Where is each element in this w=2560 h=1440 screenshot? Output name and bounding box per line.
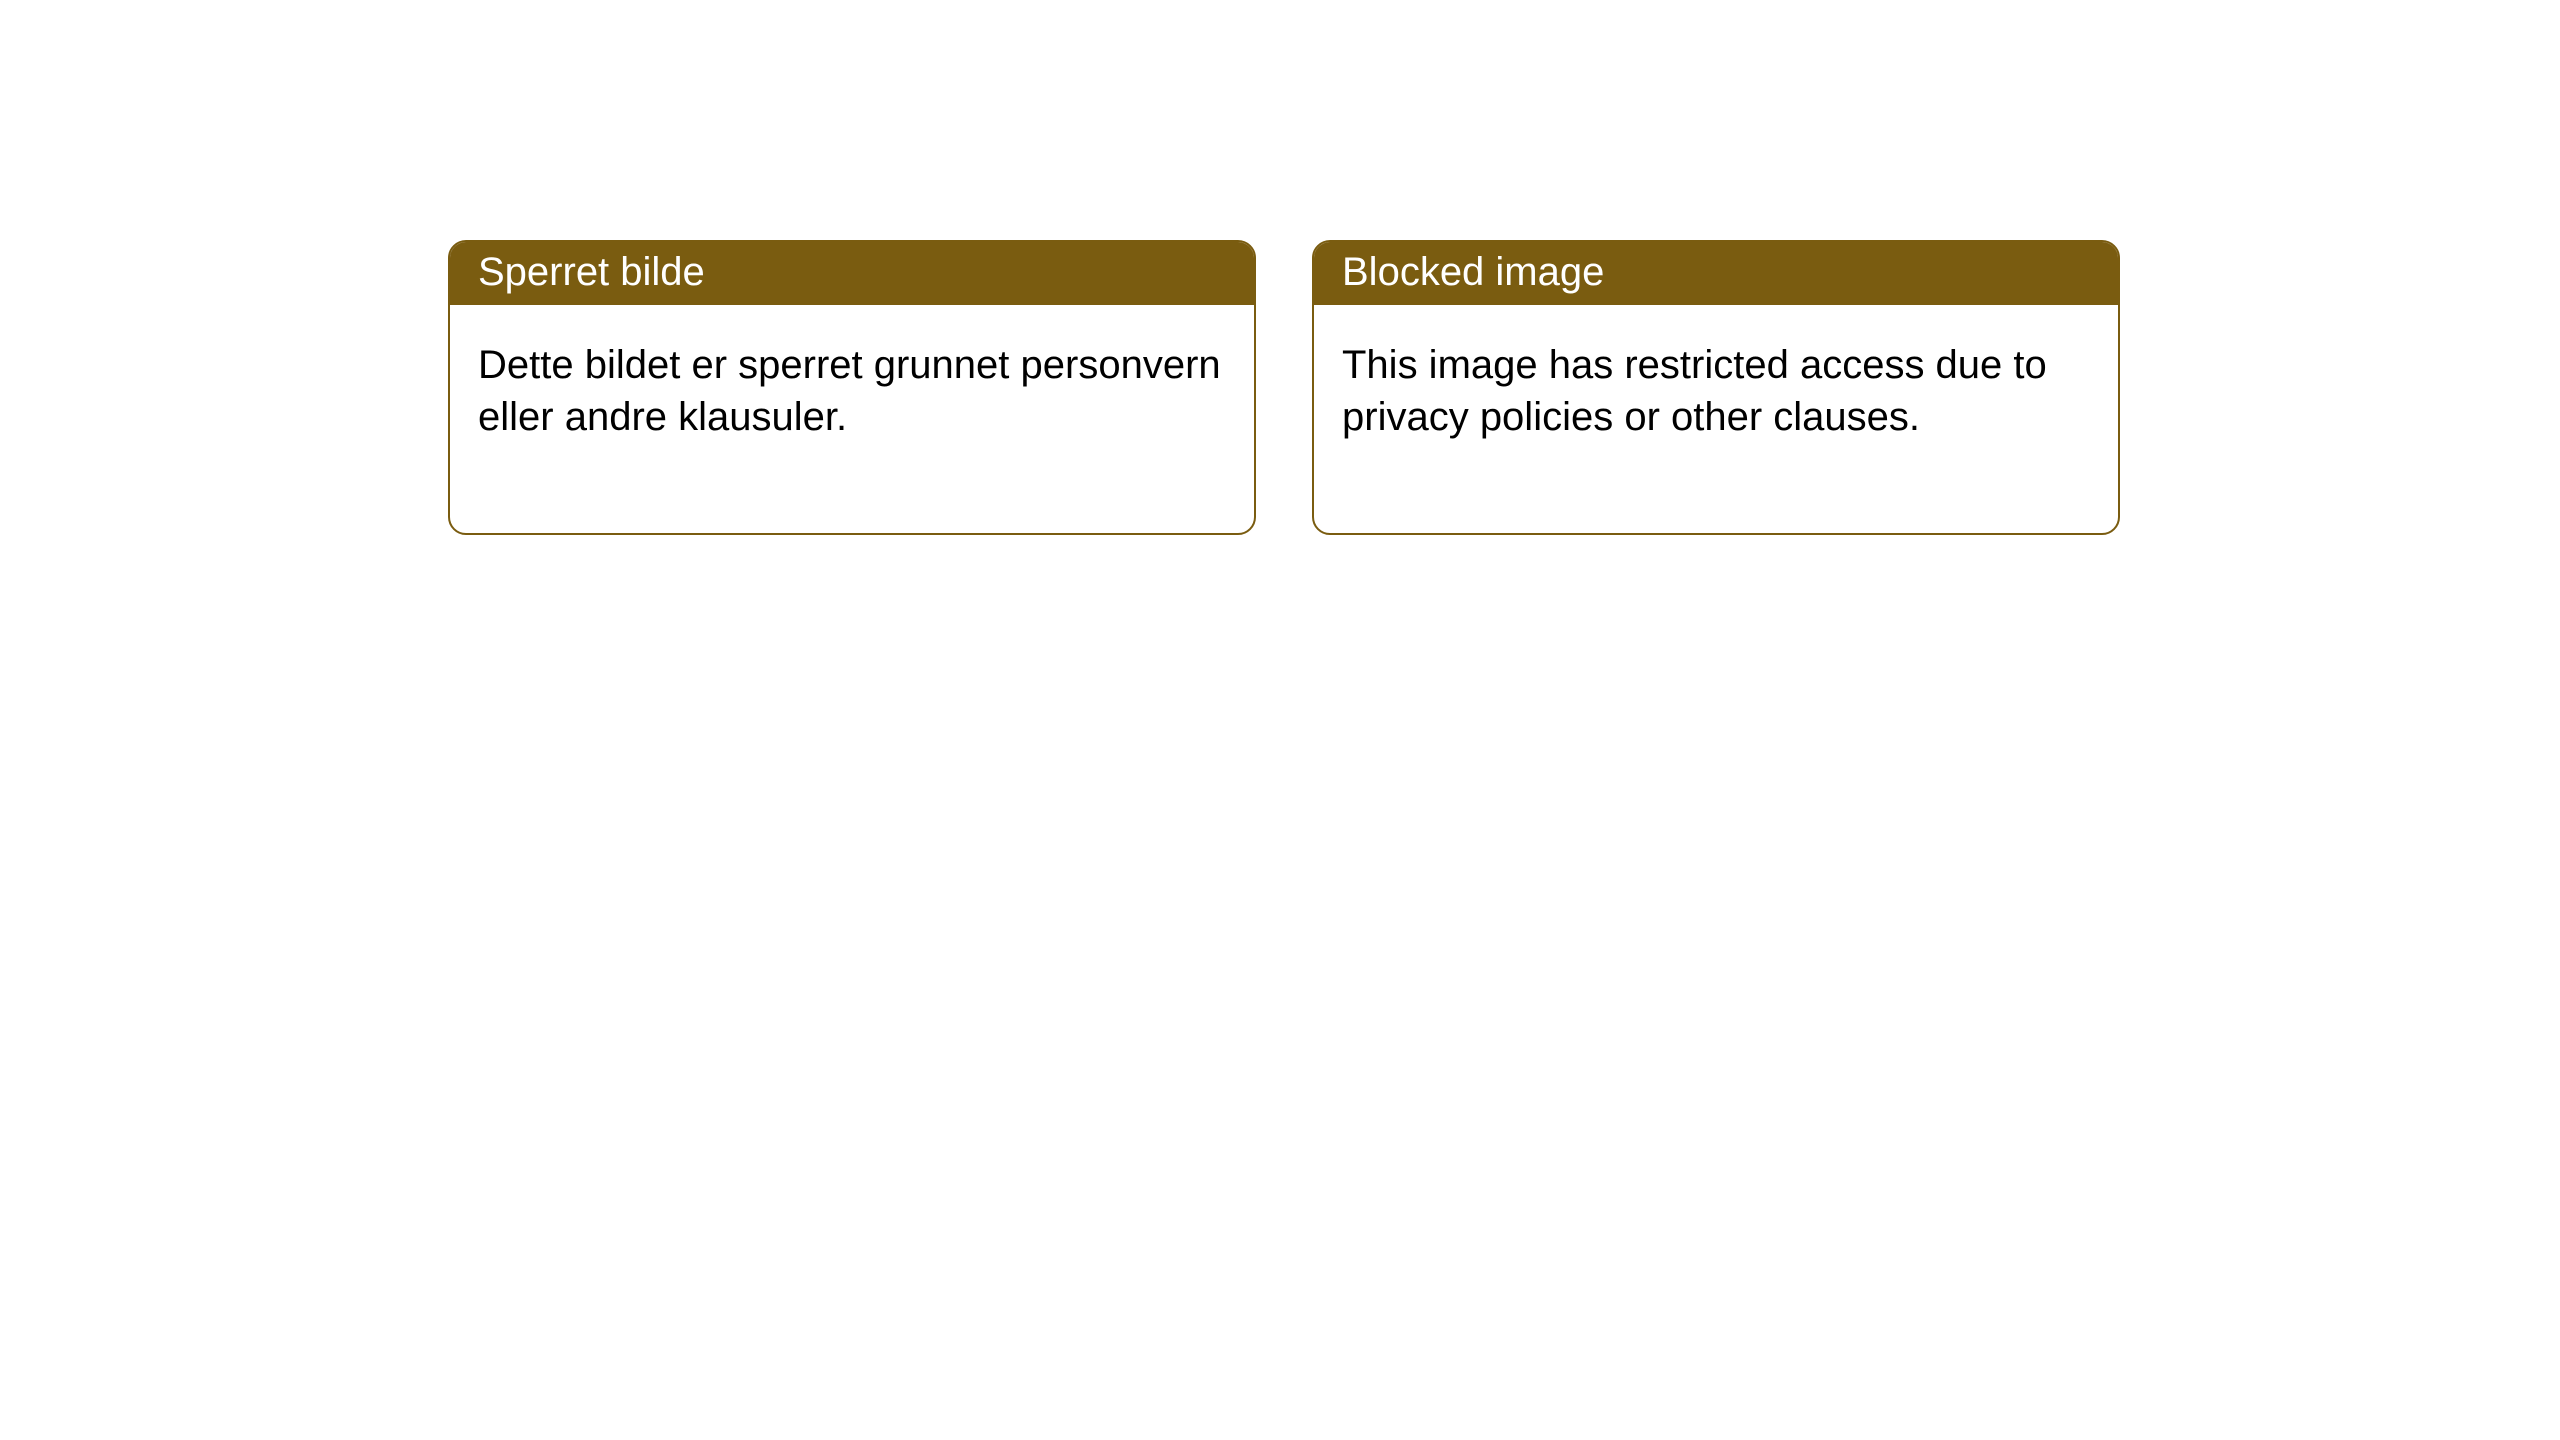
notice-header-norwegian: Sperret bilde: [450, 242, 1254, 305]
notice-body-english: This image has restricted access due to …: [1314, 305, 2118, 533]
notice-card-english: Blocked image This image has restricted …: [1312, 240, 2120, 535]
notice-body-norwegian: Dette bildet er sperret grunnet personve…: [450, 305, 1254, 533]
notice-card-norwegian: Sperret bilde Dette bildet er sperret gr…: [448, 240, 1256, 535]
notice-container: Sperret bilde Dette bildet er sperret gr…: [0, 0, 2560, 535]
notice-header-english: Blocked image: [1314, 242, 2118, 305]
